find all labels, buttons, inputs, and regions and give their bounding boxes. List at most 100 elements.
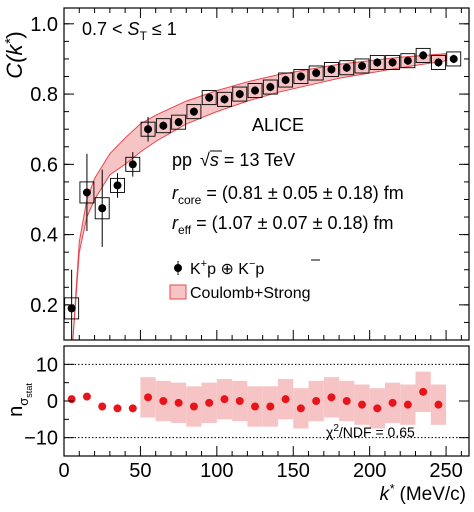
data-point [388, 58, 397, 67]
data-syst-box [217, 91, 232, 107]
data-syst-box [415, 47, 431, 63]
data-point [434, 58, 443, 67]
data-syst-box [293, 69, 309, 84]
nsigma-point [98, 402, 107, 411]
nsigma-point [128, 404, 137, 413]
data-point [342, 63, 351, 72]
top-y-axis-label: C(k*) [2, 31, 27, 78]
data-point [235, 90, 244, 99]
top-ytick-label: 1.0 [30, 14, 58, 36]
data-point [67, 304, 76, 313]
legend: K+p ⊕ K−p Coulomb+Strong [169, 258, 320, 302]
data-point [82, 188, 91, 197]
legend-model-label: Coulomb+Strong [190, 285, 311, 302]
data-syst-box [278, 72, 294, 88]
data-point [159, 121, 168, 130]
nsigma-point [220, 395, 229, 404]
experiment-label: ALICE [252, 115, 304, 135]
data-point [358, 61, 367, 70]
nsigma-point [358, 400, 367, 409]
collision-system-label: pp √s = 13 TeV [172, 150, 295, 170]
top-panel: 0.2 0.4 0.6 0.8 1.0 C(k*) 0.7 < ST ≤ 1 ALICE… [2, 7, 470, 341]
data-point [312, 68, 321, 77]
x-axis-label: k* (MeV/c) [380, 481, 466, 505]
nsigma-point [312, 397, 321, 405]
data-point [189, 107, 198, 116]
data-syst-box [110, 177, 125, 193]
model-band [72, 53, 447, 340]
data-point [403, 56, 412, 65]
model-band-area [72, 53, 447, 340]
data-syst-box [247, 83, 263, 99]
data-syst-box [446, 51, 462, 67]
data-syst-box [171, 114, 187, 130]
top-axis-ticks [63, 8, 469, 340]
legend-data-label: K+p ⊕ K−p [190, 258, 264, 278]
data-syst-box [324, 62, 339, 77]
data-syst-box [155, 118, 171, 134]
data-syst-box [201, 90, 217, 106]
reff-label: reff = (1.07 ± 0.07 ± 0.18) fm [172, 213, 393, 237]
bottom-xtick-label: 250 [429, 460, 462, 482]
top-ytick-label: 0.2 [30, 295, 58, 317]
bottom-xtick-label: 200 [353, 460, 386, 482]
data-syst-box [354, 58, 370, 74]
data-point [281, 76, 290, 85]
nsigma-point [251, 402, 260, 411]
nsigma-point [327, 393, 336, 402]
bottom-xtick-labels: 0 50 100 150 200 250 [58, 460, 462, 482]
top-ytick-label: 0.8 [30, 84, 58, 106]
top-ytick-label: 0.6 [30, 154, 58, 176]
bottom-xtick-label: 150 [277, 460, 310, 482]
data-point [174, 118, 183, 127]
data-point [327, 65, 336, 74]
nsigma-point [434, 400, 443, 409]
data-syst-box [308, 65, 324, 81]
nsigma-point [388, 398, 397, 407]
data-syst-box [385, 54, 401, 70]
nsigma-point [113, 404, 122, 413]
data-syst-box [64, 297, 80, 320]
nsigma-point [159, 397, 168, 405]
data-syst-box [369, 54, 385, 70]
bottom-ytick-label: −10 [24, 428, 58, 450]
nsigma-point [266, 402, 275, 411]
data-point [419, 51, 428, 60]
data-syst-box [262, 79, 278, 95]
top-ytick-label: 0.4 [30, 225, 58, 247]
nsigma-point [67, 395, 76, 404]
data-point [144, 125, 153, 134]
bottom-ytick-label: 0 [47, 391, 58, 413]
nsigma-point [373, 404, 382, 413]
data-point [205, 93, 214, 102]
top-ytick-labels: 0.2 0.4 0.6 0.8 1.0 [30, 14, 58, 317]
bottom-ytick-label: 10 [36, 354, 58, 376]
dotted-reference-lines [64, 363, 469, 439]
bottom-xtick-label: 100 [200, 460, 233, 482]
top-plot-frame [63, 7, 470, 341]
nsigma-point [296, 404, 305, 413]
bottom-y-axis-label: nσstat [5, 383, 34, 417]
data-syst-box [232, 86, 248, 102]
data-point [128, 160, 137, 169]
nsigma-point [174, 398, 183, 407]
chi2-label: χ2/NDF = 0.65 [326, 423, 415, 440]
data-syst-box [79, 181, 95, 204]
bottom-axis-ticks [63, 345, 469, 457]
nsigma-band [140, 371, 447, 429]
nsigma-point [419, 387, 428, 396]
data-point [220, 95, 229, 104]
data-points [64, 47, 462, 340]
data-point [113, 181, 122, 190]
data-point [266, 83, 275, 92]
nsigma-point [205, 398, 214, 407]
data-syst-box [186, 104, 202, 120]
data-syst-box [339, 60, 355, 76]
bottom-xtick-label: 50 [129, 460, 151, 482]
data-point [251, 86, 260, 95]
multiplicity-range-label: 0.7 < ST ≤ 1 [82, 19, 177, 43]
data-point [98, 204, 107, 213]
rcore-label: rcore = (0.81 ± 0.05 ± 0.18) fm [172, 183, 404, 207]
